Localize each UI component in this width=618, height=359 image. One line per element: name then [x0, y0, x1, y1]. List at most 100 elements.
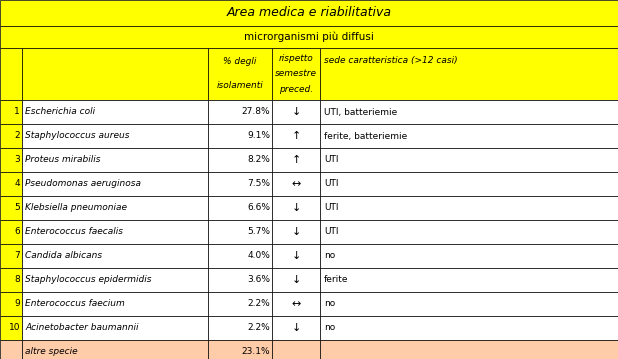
Bar	[0, 220, 22, 244]
Text: 5: 5	[14, 204, 20, 213]
Text: ↓: ↓	[291, 275, 301, 285]
Bar	[0, 268, 22, 292]
Text: 3: 3	[14, 155, 20, 164]
Text: Enterococcus faecium: Enterococcus faecium	[25, 299, 125, 308]
Bar	[22, 148, 208, 172]
Bar	[272, 124, 320, 148]
Text: UTI: UTI	[324, 180, 339, 188]
Bar	[272, 244, 320, 268]
Bar	[0, 48, 22, 100]
Bar	[0, 124, 22, 148]
Text: % degli: % degli	[223, 56, 256, 65]
Text: 3.6%: 3.6%	[247, 275, 270, 284]
Text: Staphylococcus epidermidis: Staphylococcus epidermidis	[25, 275, 151, 284]
Bar	[272, 100, 320, 124]
Bar	[320, 124, 618, 148]
Text: 4.0%: 4.0%	[247, 252, 270, 261]
Text: 1: 1	[14, 107, 20, 117]
Bar	[0, 148, 22, 172]
Text: 5.7%: 5.7%	[247, 228, 270, 237]
Bar	[320, 316, 618, 340]
Text: ↓: ↓	[291, 107, 301, 117]
Text: 10: 10	[9, 323, 20, 332]
Bar	[272, 172, 320, 196]
Text: rispetto: rispetto	[279, 54, 313, 63]
Bar	[22, 124, 208, 148]
Text: Acinetobacter baumannii: Acinetobacter baumannii	[25, 323, 138, 332]
Bar	[272, 340, 320, 359]
Bar	[0, 316, 22, 340]
Bar	[22, 316, 208, 340]
Text: no: no	[324, 299, 335, 308]
Text: preced.: preced.	[279, 85, 313, 94]
Text: Escherichia coli: Escherichia coli	[25, 107, 95, 117]
Text: ↔: ↔	[291, 299, 301, 309]
Text: UTI: UTI	[324, 228, 339, 237]
Text: ↑: ↑	[291, 131, 301, 141]
Text: Proteus mirabilis: Proteus mirabilis	[25, 155, 101, 164]
Text: ↔: ↔	[291, 179, 301, 189]
Bar	[22, 268, 208, 292]
Text: ↓: ↓	[291, 227, 301, 237]
Text: Enterococcus faecalis: Enterococcus faecalis	[25, 228, 123, 237]
Bar	[272, 196, 320, 220]
Bar	[208, 172, 272, 196]
Bar	[320, 48, 618, 100]
Bar	[208, 244, 272, 268]
Text: 4: 4	[14, 180, 20, 188]
Text: 7: 7	[14, 252, 20, 261]
Bar	[320, 292, 618, 316]
Text: microrganismi più diffusi: microrganismi più diffusi	[244, 32, 374, 42]
Bar	[208, 148, 272, 172]
Text: Pseudomonas aeruginosa: Pseudomonas aeruginosa	[25, 180, 141, 188]
Bar	[208, 340, 272, 359]
Bar	[22, 196, 208, 220]
Bar	[22, 244, 208, 268]
Text: 9.1%: 9.1%	[247, 131, 270, 140]
Text: altre specie: altre specie	[25, 348, 78, 356]
Text: no: no	[324, 252, 335, 261]
Text: 8: 8	[14, 275, 20, 284]
Text: UTI: UTI	[324, 155, 339, 164]
Bar	[0, 26, 618, 48]
Bar	[208, 124, 272, 148]
Bar	[320, 268, 618, 292]
Text: semestre: semestre	[275, 70, 317, 79]
Text: 23.1%: 23.1%	[242, 348, 270, 356]
Text: 7.5%: 7.5%	[247, 180, 270, 188]
Text: UTI, batteriemie: UTI, batteriemie	[324, 107, 397, 117]
Bar	[0, 292, 22, 316]
Text: ↓: ↓	[291, 251, 301, 261]
Bar	[22, 172, 208, 196]
Bar	[272, 316, 320, 340]
Bar	[0, 244, 22, 268]
Bar	[208, 292, 272, 316]
Bar	[272, 148, 320, 172]
Text: 8.2%: 8.2%	[247, 155, 270, 164]
Bar	[0, 340, 22, 359]
Text: Klebsiella pneumoniae: Klebsiella pneumoniae	[25, 204, 127, 213]
Bar	[208, 196, 272, 220]
Text: Staphylococcus aureus: Staphylococcus aureus	[25, 131, 130, 140]
Text: 27.8%: 27.8%	[242, 107, 270, 117]
Bar	[320, 148, 618, 172]
Text: isolamenti: isolamenti	[217, 81, 263, 90]
Text: 9: 9	[14, 299, 20, 308]
Text: ferite, batteriemie: ferite, batteriemie	[324, 131, 407, 140]
Text: 6: 6	[14, 228, 20, 237]
Text: ↑: ↑	[291, 155, 301, 165]
Bar	[272, 48, 320, 100]
Bar	[208, 100, 272, 124]
Bar	[0, 100, 22, 124]
Text: 2.2%: 2.2%	[247, 299, 270, 308]
Bar	[208, 48, 272, 100]
Bar	[22, 100, 208, 124]
Text: UTI: UTI	[324, 204, 339, 213]
Text: no: no	[324, 323, 335, 332]
Text: 6.6%: 6.6%	[247, 204, 270, 213]
Text: ↓: ↓	[291, 203, 301, 213]
Text: 2: 2	[14, 131, 20, 140]
Bar	[272, 268, 320, 292]
Bar	[22, 48, 208, 100]
Bar	[0, 0, 618, 26]
